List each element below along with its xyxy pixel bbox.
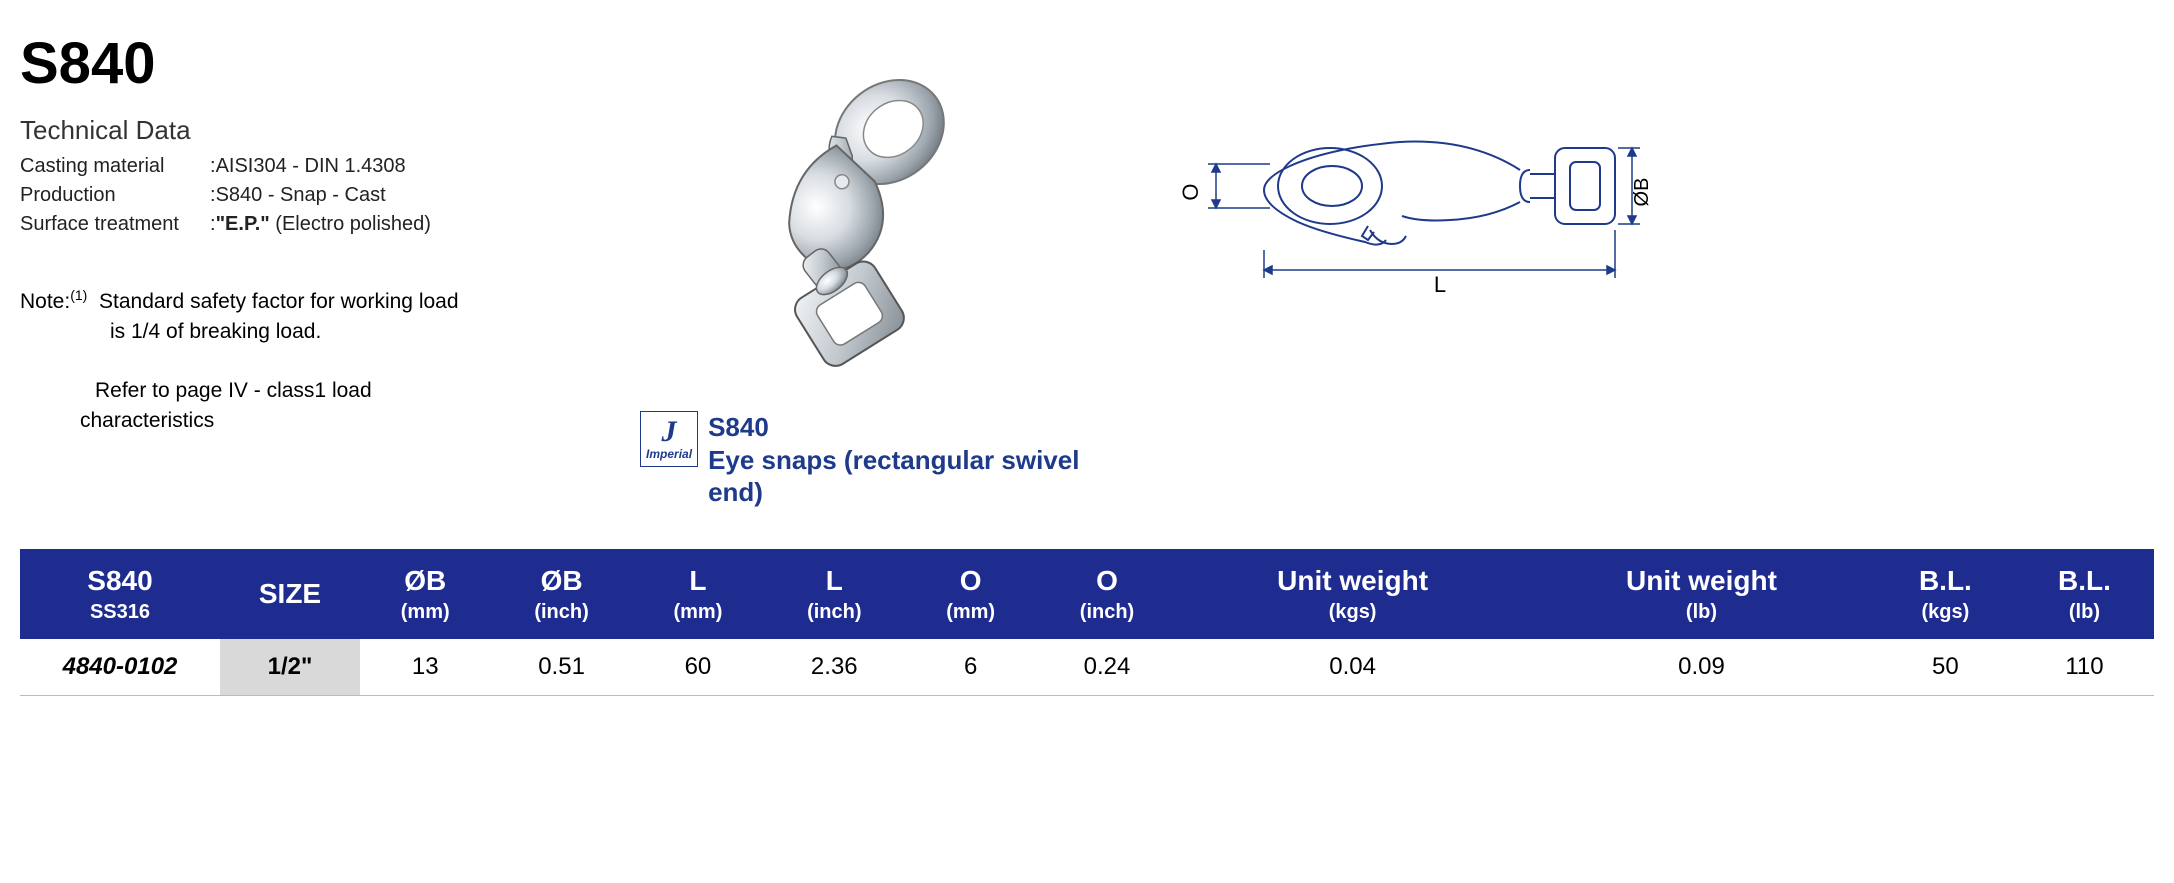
right-column: O ØB L — [1140, 30, 2154, 509]
caption-desc: Eye snaps (rectangular swivel end) — [708, 444, 1100, 509]
spec-label: Production — [20, 181, 210, 210]
spec-value: AISI304 - DIN 1.4308 — [216, 155, 406, 177]
col-header-weight-lb: Unit weight(lb) — [1527, 549, 1876, 639]
caption-text: S840 Eye snaps (rectangular swivel end) — [708, 411, 1100, 509]
spec-value-bold: "E.P." — [216, 213, 270, 235]
spec-label: Casting material — [20, 152, 210, 181]
col-header-bl-lb: B.L.(lb) — [2015, 549, 2154, 639]
cell-o-mm: 6 — [905, 639, 1035, 696]
cell-size: 1/2" — [220, 639, 360, 696]
cell-l-mm: 60 — [633, 639, 763, 696]
top-section: S840 Technical Data Casting material: AI… — [20, 30, 2154, 509]
spec-value-suffix: (Electro polished) — [270, 213, 431, 235]
center-column: J Imperial S840 Eye snaps (rectangular s… — [580, 30, 1100, 509]
table-row: 4840-0102 1/2" 13 0.51 60 2.36 6 0.24 0.… — [20, 639, 2154, 696]
cell-bl-lb: 110 — [2015, 639, 2154, 696]
cell-l-in: 2.36 — [763, 639, 905, 696]
dim-label-O: O — [1178, 183, 1203, 200]
note-line2a: Refer to page IV - class1 load — [95, 376, 540, 406]
col-header-b-in: ØB(inch) — [490, 549, 632, 639]
caption-code: S840 — [708, 411, 1100, 444]
badge-word: Imperial — [646, 447, 692, 461]
spec-table: S840 SS316 SIZE ØB(mm) ØB(inch) L(mm) L(… — [20, 549, 2154, 696]
product-photo — [630, 30, 1050, 400]
col-header-weight-kg: Unit weight(kgs) — [1178, 549, 1527, 639]
note-line1b: is 1/4 of breaking load. — [110, 317, 540, 347]
spec-label: Surface treatment — [20, 210, 210, 239]
col-header-partno: S840 SS316 — [20, 549, 220, 639]
note-block: Note:(1) Standard safety factor for work… — [20, 285, 540, 437]
product-caption: J Imperial S840 Eye snaps (rectangular s… — [580, 411, 1100, 509]
col-header-o-in: O(inch) — [1036, 549, 1178, 639]
note-line2b: characteristics — [80, 406, 540, 436]
col-header-l-mm: L(mm) — [633, 549, 763, 639]
technical-drawing: O ØB L — [1170, 100, 1650, 300]
imperial-badge-icon: J Imperial — [640, 411, 698, 467]
spec-casting-material: Casting material: AISI304 - DIN 1.4308 — [20, 152, 540, 181]
col-header-l-in: L(inch) — [763, 549, 905, 639]
product-code: S840 — [20, 30, 540, 97]
col-header-size: SIZE — [220, 549, 360, 639]
col-header-o-mm: O(mm) — [905, 549, 1035, 639]
cell-weight-lb: 0.09 — [1527, 639, 1876, 696]
spec-surface-treatment: Surface treatment: "E.P." (Electro polis… — [20, 210, 540, 239]
dim-label-B: ØB — [1631, 178, 1650, 207]
note-line1a: Standard safety factor for working load — [99, 290, 459, 313]
spec-production: Production: S840 - Snap - Cast — [20, 181, 540, 210]
cell-partno: 4840-0102 — [20, 639, 220, 696]
badge-letter: J — [662, 417, 677, 447]
left-column: S840 Technical Data Casting material: AI… — [20, 30, 540, 509]
spec-value: S840 - Snap - Cast — [216, 184, 386, 206]
note-prefix: Note: — [20, 290, 70, 313]
cell-weight-kg: 0.04 — [1178, 639, 1527, 696]
cell-b-mm: 13 — [360, 639, 490, 696]
dim-label-L: L — [1434, 272, 1446, 297]
col-header-bl-kg: B.L.(kgs) — [1876, 549, 2015, 639]
table-header: S840 SS316 SIZE ØB(mm) ØB(inch) L(mm) L(… — [20, 549, 2154, 639]
cell-o-in: 0.24 — [1036, 639, 1178, 696]
col-header-b-mm: ØB(mm) — [360, 549, 490, 639]
note-superscript: (1) — [70, 287, 87, 303]
cell-bl-kg: 50 — [1876, 639, 2015, 696]
technical-data-heading: Technical Data — [20, 115, 540, 146]
cell-b-in: 0.51 — [490, 639, 632, 696]
